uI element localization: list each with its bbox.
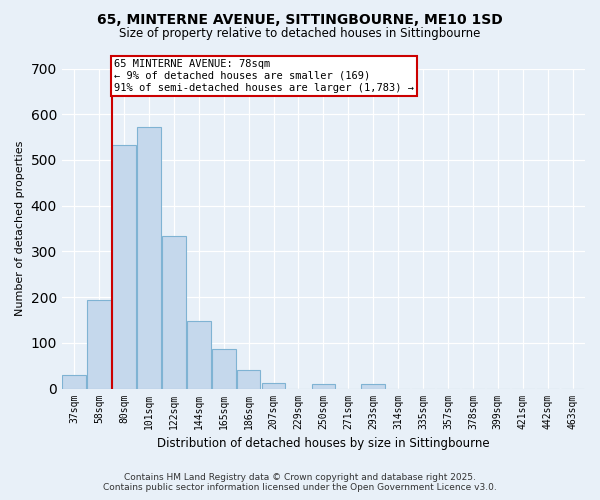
Bar xyxy=(88,300,111,388)
Bar xyxy=(137,126,161,388)
Bar xyxy=(237,370,260,388)
Text: 65 MINTERNE AVENUE: 78sqm
← 9% of detached houses are smaller (169)
91% of semi-: 65 MINTERNE AVENUE: 78sqm ← 9% of detach… xyxy=(114,60,414,92)
X-axis label: Distribution of detached houses by size in Sittingbourne: Distribution of detached houses by size … xyxy=(157,437,490,450)
Bar xyxy=(361,384,385,388)
Text: Contains HM Land Registry data © Crown copyright and database right 2025.
Contai: Contains HM Land Registry data © Crown c… xyxy=(103,473,497,492)
Bar xyxy=(62,375,86,388)
Bar xyxy=(311,384,335,388)
Bar xyxy=(162,236,186,388)
Text: 65, MINTERNE AVENUE, SITTINGBOURNE, ME10 1SD: 65, MINTERNE AVENUE, SITTINGBOURNE, ME10… xyxy=(97,12,503,26)
Bar xyxy=(212,349,236,389)
Bar xyxy=(187,322,211,388)
Bar xyxy=(112,145,136,388)
Bar xyxy=(262,382,286,388)
Text: Size of property relative to detached houses in Sittingbourne: Size of property relative to detached ho… xyxy=(119,28,481,40)
Y-axis label: Number of detached properties: Number of detached properties xyxy=(15,141,25,316)
